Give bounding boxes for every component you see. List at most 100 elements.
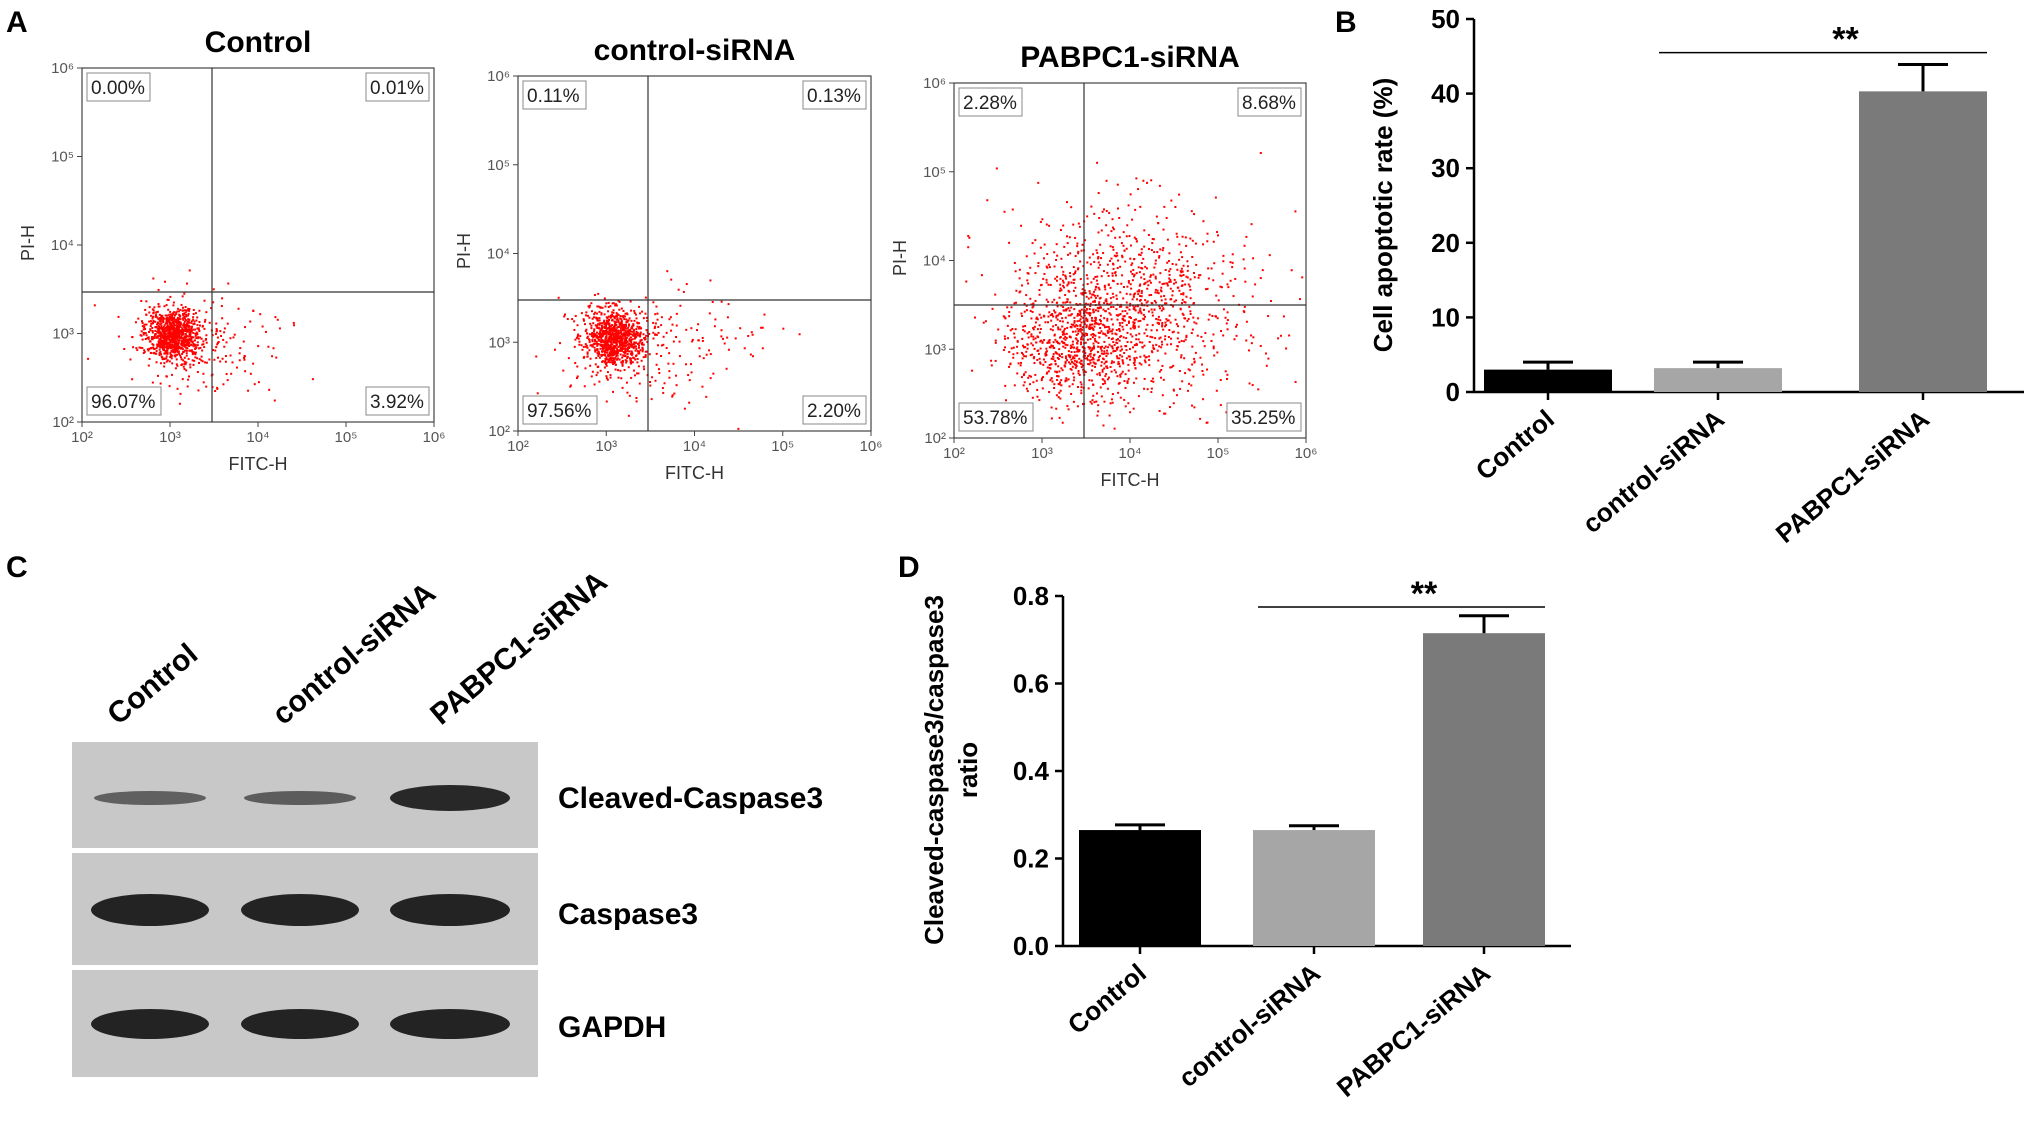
flow-dot — [1131, 272, 1134, 275]
flow-dot — [1180, 267, 1183, 270]
flow-dot — [1155, 329, 1158, 332]
flow-dot — [1169, 321, 1172, 324]
x-tick-label: 10³ — [1031, 445, 1053, 462]
flow-dot — [155, 350, 158, 353]
flow-dot — [536, 392, 539, 395]
flow-dot — [1110, 318, 1113, 321]
flow-dot — [176, 348, 179, 351]
flow-dot — [1145, 267, 1148, 270]
flow-dot — [1045, 351, 1048, 354]
flow-dot — [601, 327, 604, 330]
flow-dot — [1103, 324, 1106, 327]
flow-dot — [598, 333, 601, 336]
flow-dot — [1225, 411, 1228, 414]
flow-dot — [272, 347, 275, 350]
flow-dot — [216, 341, 219, 344]
flow-dot — [172, 311, 175, 314]
flow-dot — [176, 343, 179, 346]
flow-dot — [1056, 254, 1059, 257]
flow-dot — [163, 339, 166, 342]
flow-dot — [1104, 375, 1107, 378]
blot-band — [390, 785, 510, 811]
flow-dot — [1098, 374, 1101, 377]
flow-dot — [1076, 327, 1079, 330]
flow-dot — [1187, 283, 1190, 286]
flow-dot — [216, 336, 219, 339]
flow-dot — [1105, 355, 1108, 358]
flow-dot — [178, 335, 181, 338]
flow-dot — [588, 306, 591, 309]
flow-dot — [1036, 359, 1039, 362]
flow-dot — [653, 327, 656, 330]
flow-dot — [1071, 343, 1074, 346]
flow-dot — [1097, 345, 1100, 348]
flow-dot — [1057, 342, 1060, 345]
flow-dot — [627, 330, 630, 333]
flow-dot — [167, 308, 170, 311]
flow-dot — [1088, 256, 1091, 259]
flow-dot — [203, 320, 206, 323]
flow-dot — [1214, 315, 1217, 318]
flow-dot — [1162, 228, 1165, 231]
flow-dot — [167, 341, 170, 344]
flow-dot — [1170, 366, 1173, 369]
flow-dot — [1158, 305, 1161, 308]
flow-dot — [1217, 299, 1220, 302]
flow-dot — [1068, 355, 1071, 358]
flow-dot — [1097, 266, 1100, 269]
flow-dot — [144, 308, 147, 311]
flow-dot — [660, 324, 663, 327]
flow-dot — [616, 350, 619, 353]
flow-dot — [168, 385, 171, 388]
flow-dot — [1138, 284, 1141, 287]
flow-dot — [180, 363, 183, 366]
flow-dot — [1064, 380, 1067, 383]
flow-dot — [629, 329, 632, 332]
flow-dot — [595, 340, 598, 343]
flow-dot — [1038, 313, 1041, 316]
flow-dot — [1107, 346, 1110, 349]
flow-dot — [1118, 327, 1121, 330]
flow-dot — [201, 324, 204, 327]
flow-dot — [1090, 358, 1093, 361]
flow-dot — [1279, 334, 1282, 337]
x-category-label: control-siRNA — [1577, 403, 1730, 538]
flow-dot — [181, 295, 184, 298]
flow-dot — [189, 363, 192, 366]
flow-dot — [1086, 318, 1089, 321]
flow-dot — [208, 321, 211, 324]
flow-dot — [173, 339, 176, 342]
flow-dot — [1032, 328, 1035, 331]
flow-dot — [182, 359, 185, 362]
flow-dot — [639, 312, 642, 315]
flow-dot — [596, 331, 599, 334]
flow-dot — [614, 356, 617, 359]
flow-dot — [1096, 322, 1099, 325]
flow-dot — [600, 353, 603, 356]
flow-dot — [1134, 350, 1137, 353]
flow-dot — [1072, 355, 1075, 358]
flow-dot — [160, 325, 163, 328]
flow-dot — [1202, 340, 1205, 343]
flow-dot — [1046, 253, 1049, 256]
flow-dot — [140, 334, 143, 337]
flow-dot — [176, 320, 179, 323]
flow-dot — [622, 325, 625, 328]
flow-dot — [159, 362, 162, 365]
flow-dot — [1084, 305, 1087, 308]
flow-dot — [1013, 332, 1016, 335]
flow-dot — [585, 314, 588, 317]
flow-dot — [1135, 272, 1138, 275]
flow-dot — [1179, 387, 1182, 390]
flow-dot — [623, 354, 626, 357]
flow-dot — [1199, 356, 1202, 359]
flow-dot — [1152, 238, 1155, 241]
flow-dot — [1062, 309, 1065, 312]
flow-dot — [1024, 371, 1027, 374]
flow-plot-title: PABPC1-siRNA — [1020, 41, 1239, 74]
flow-dot — [213, 358, 216, 361]
flow-dot — [628, 394, 631, 397]
flow-dot — [761, 347, 764, 350]
flow-dot — [1143, 354, 1146, 357]
flow-dot — [583, 385, 586, 388]
